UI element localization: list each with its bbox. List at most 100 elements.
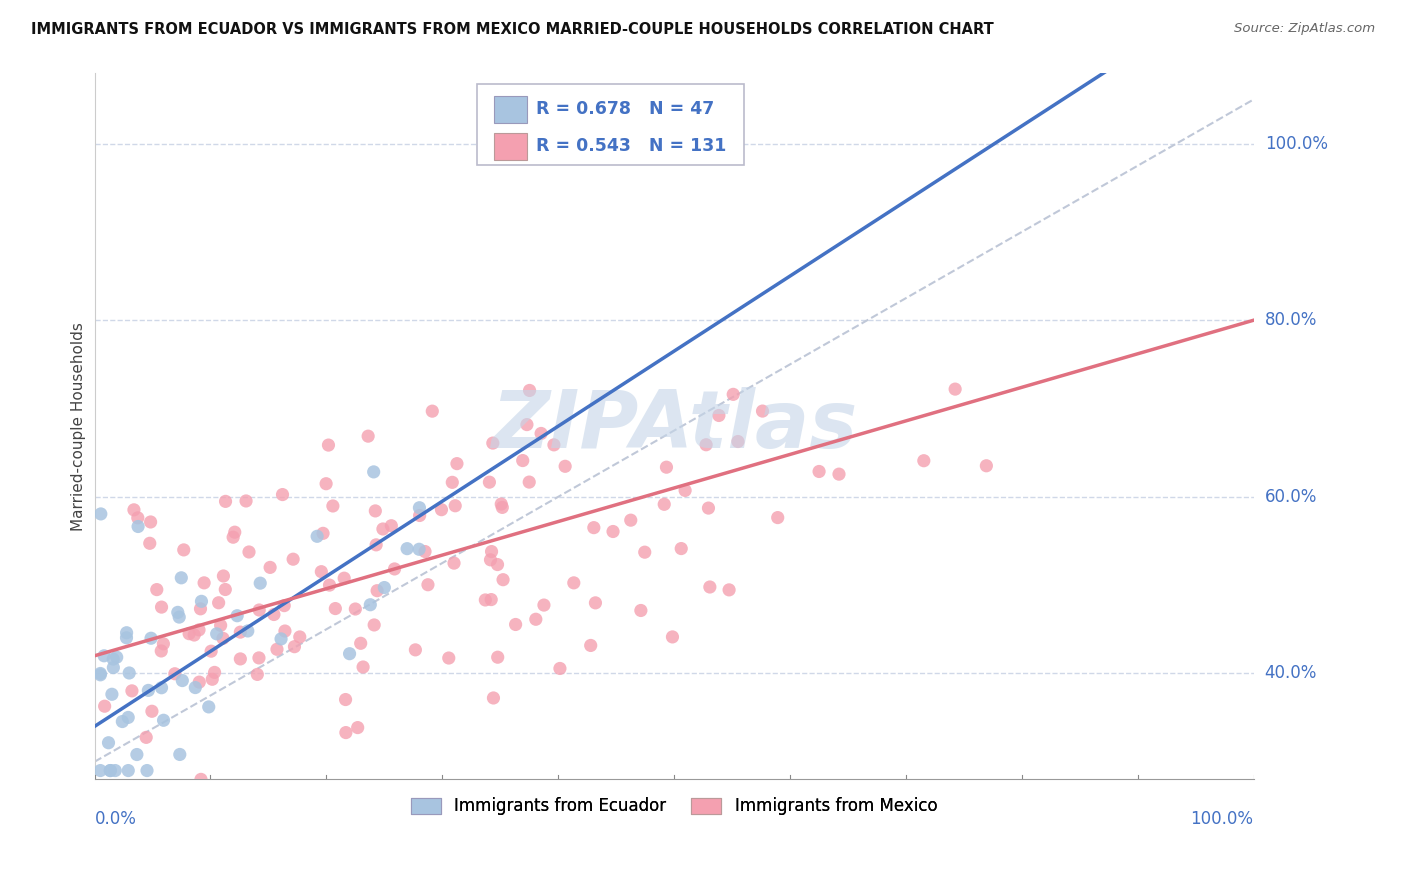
- Point: [751, 404, 773, 418]
- Point: [533, 598, 555, 612]
- Point: [115, 631, 138, 645]
- Point: [416, 578, 439, 592]
- Point: [339, 647, 361, 661]
- Point: [214, 582, 236, 597]
- Point: [125, 747, 148, 762]
- Point: [325, 601, 347, 615]
- Point: [441, 475, 464, 490]
- Point: [201, 672, 224, 686]
- Point: [150, 681, 173, 695]
- Point: [139, 632, 162, 646]
- Point: [115, 625, 138, 640]
- Point: [344, 602, 367, 616]
- Point: [512, 453, 534, 467]
- Point: [89, 668, 111, 682]
- Point: [420, 404, 443, 418]
- Text: 40.0%: 40.0%: [1265, 665, 1317, 682]
- Point: [582, 521, 605, 535]
- Point: [479, 553, 502, 567]
- Point: [373, 581, 395, 595]
- Point: [193, 575, 215, 590]
- Point: [335, 725, 357, 739]
- Point: [446, 457, 468, 471]
- Point: [673, 483, 696, 498]
- Point: [283, 640, 305, 654]
- Point: [413, 544, 436, 558]
- Point: [318, 438, 340, 452]
- Point: [430, 502, 453, 516]
- Point: [190, 602, 212, 616]
- Point: [579, 639, 602, 653]
- Legend: Immigrants from Ecuador, Immigrants from Mexico: Immigrants from Ecuador, Immigrants from…: [404, 790, 943, 822]
- Point: [212, 569, 235, 583]
- Point: [249, 576, 271, 591]
- Point: [408, 542, 430, 557]
- Point: [212, 632, 235, 646]
- Point: [163, 666, 186, 681]
- Point: [333, 571, 356, 585]
- Point: [222, 530, 245, 544]
- Point: [190, 594, 212, 608]
- Point: [208, 596, 231, 610]
- Point: [184, 681, 207, 695]
- Point: [718, 582, 741, 597]
- FancyBboxPatch shape: [477, 84, 744, 165]
- Point: [173, 542, 195, 557]
- Point: [311, 565, 333, 579]
- Point: [366, 538, 388, 552]
- Point: [183, 628, 205, 642]
- Point: [89, 666, 111, 681]
- Point: [404, 643, 426, 657]
- Point: [93, 699, 115, 714]
- Point: [98, 764, 121, 778]
- Point: [135, 731, 157, 745]
- Point: [121, 683, 143, 698]
- Point: [117, 710, 139, 724]
- Point: [478, 475, 501, 490]
- Point: [444, 499, 467, 513]
- Point: [117, 764, 139, 778]
- Point: [808, 465, 831, 479]
- Point: [229, 652, 252, 666]
- Point: [562, 575, 585, 590]
- Point: [519, 384, 541, 398]
- Point: [695, 438, 717, 452]
- Point: [127, 511, 149, 525]
- Point: [150, 600, 173, 615]
- Point: [188, 675, 211, 690]
- Point: [141, 704, 163, 718]
- Point: [482, 690, 505, 705]
- Text: ZIPAtlas: ZIPAtlas: [491, 387, 858, 466]
- Point: [97, 736, 120, 750]
- Point: [766, 510, 789, 524]
- Point: [976, 458, 998, 473]
- Point: [671, 541, 693, 556]
- Text: 80.0%: 80.0%: [1265, 311, 1317, 329]
- Point: [396, 541, 419, 556]
- Point: [363, 465, 385, 479]
- Point: [655, 460, 678, 475]
- Point: [554, 459, 576, 474]
- Point: [346, 721, 368, 735]
- Point: [152, 713, 174, 727]
- Point: [620, 513, 643, 527]
- Point: [543, 438, 565, 452]
- Point: [101, 687, 124, 701]
- Point: [524, 612, 547, 626]
- Point: [263, 607, 285, 622]
- Point: [214, 494, 236, 508]
- Point: [486, 558, 509, 572]
- Point: [139, 515, 162, 529]
- Point: [384, 562, 406, 576]
- Point: [371, 522, 394, 536]
- Point: [190, 772, 212, 787]
- Point: [226, 608, 249, 623]
- Point: [101, 652, 124, 666]
- Point: [364, 504, 387, 518]
- Point: [273, 599, 295, 613]
- Point: [200, 644, 222, 658]
- Point: [721, 387, 744, 401]
- Point: [127, 519, 149, 533]
- Text: 100.0%: 100.0%: [1191, 810, 1254, 828]
- Point: [274, 624, 297, 638]
